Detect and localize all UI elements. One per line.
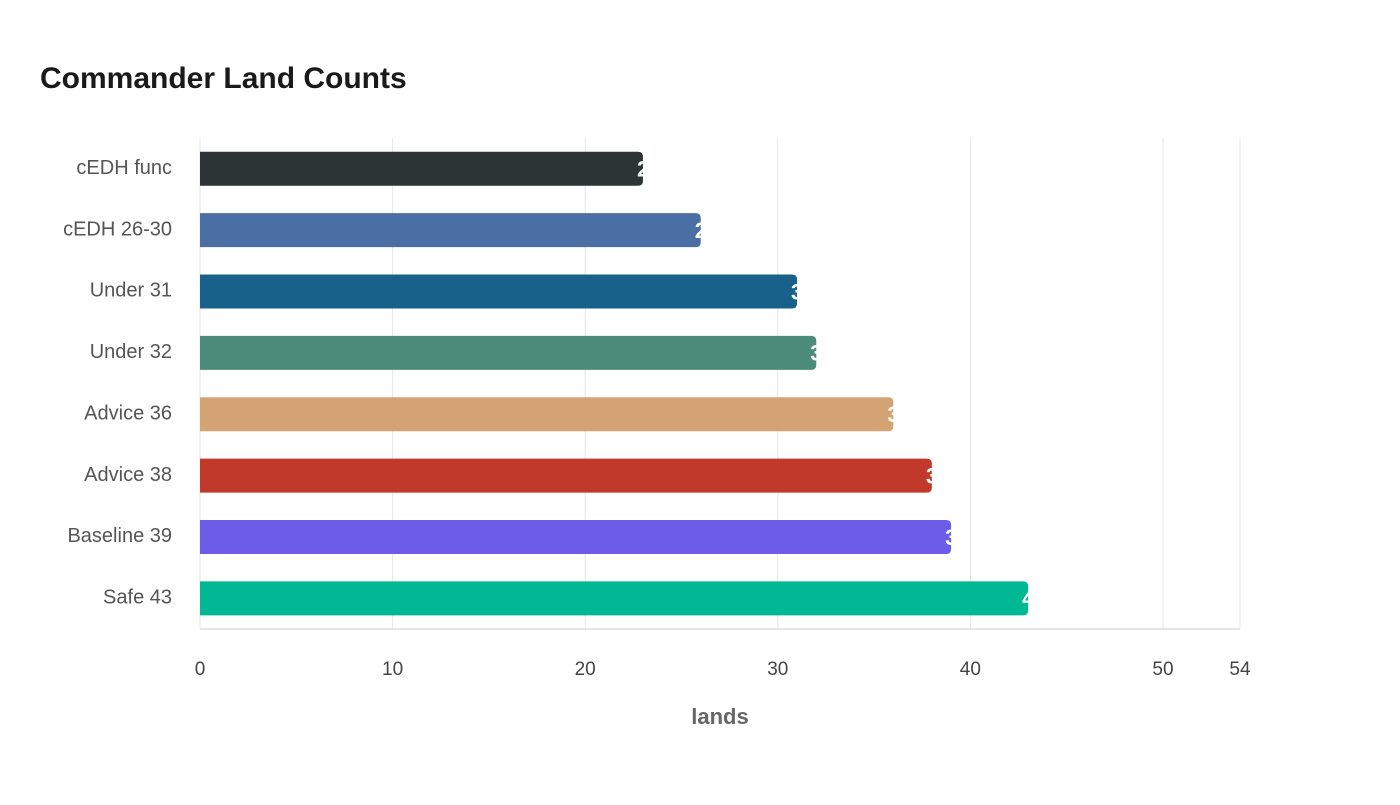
y-tick-label: Safe 43 <box>103 587 172 609</box>
x-tick-label: 20 <box>575 659 596 680</box>
bar <box>200 519 952 554</box>
x-tick-label: 40 <box>960 659 981 680</box>
y-tick-label: Advice 36 <box>84 402 172 424</box>
x-tick-label: 0 <box>195 659 206 680</box>
value-label: 31 <box>791 279 815 304</box>
value-label: 36 <box>887 402 911 427</box>
value-label: 23 <box>637 157 661 182</box>
chart-title: Commander Land Counts <box>40 62 407 95</box>
bar <box>200 458 932 493</box>
bar <box>200 213 701 248</box>
value-label: 26 <box>695 218 719 243</box>
x-tick-label: 10 <box>382 659 403 680</box>
y-tick-label: cEDH func <box>76 157 172 179</box>
bar <box>200 274 798 309</box>
bar <box>200 335 817 370</box>
y-tick-label: Advice 38 <box>84 464 172 486</box>
x-tick-label: 50 <box>1152 659 1173 680</box>
y-tick-label: Under 32 <box>90 341 172 363</box>
value-label: 43 <box>1022 586 1046 611</box>
bar <box>200 581 1029 616</box>
bar <box>200 397 894 432</box>
value-label: 39 <box>945 525 969 550</box>
bar <box>200 151 643 186</box>
y-tick-label: Baseline 39 <box>67 525 172 547</box>
x-axis-label: lands <box>691 704 748 729</box>
value-label: 32 <box>810 341 834 366</box>
x-tick-label: 54 <box>1229 659 1251 680</box>
y-tick-label: cEDH 26-30 <box>63 218 172 240</box>
y-tick-label: Under 31 <box>90 280 172 302</box>
x-tick-label: 30 <box>767 659 788 680</box>
value-label: 38 <box>926 463 950 488</box>
